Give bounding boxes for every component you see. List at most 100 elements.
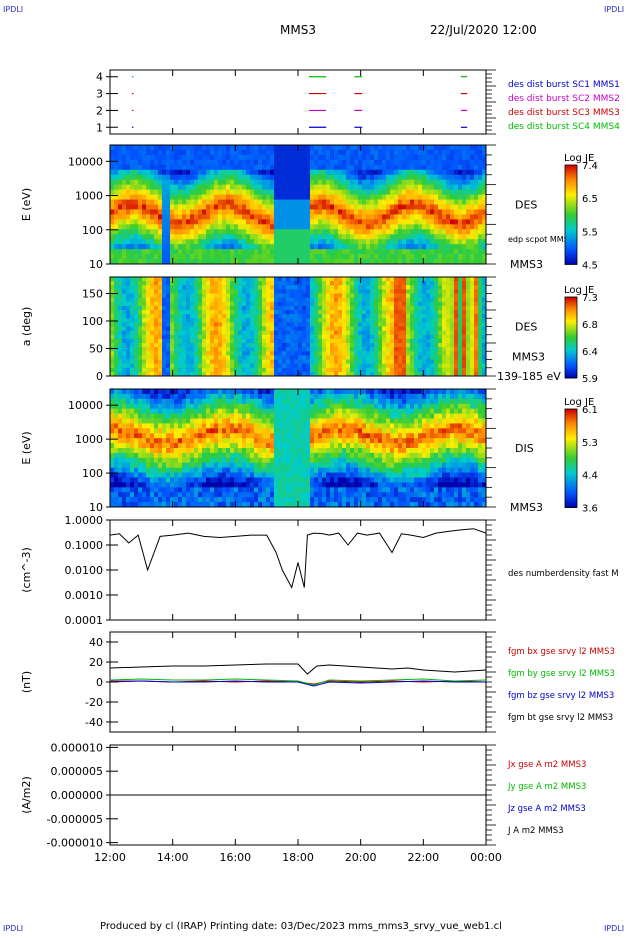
heatmap-cell xyxy=(438,351,443,356)
heatmap-cell xyxy=(142,165,147,170)
heatmap-cell xyxy=(286,190,291,195)
heatmap-cell xyxy=(382,190,387,195)
heatmap-cell xyxy=(446,190,451,195)
heatmap-cell xyxy=(462,355,467,360)
heatmap-cell xyxy=(122,302,127,307)
heatmap-cell xyxy=(166,322,171,327)
heatmap-cell xyxy=(450,229,455,234)
heatmap-cell xyxy=(134,428,139,433)
heatmap-cell xyxy=(354,209,359,214)
heatmap-cell xyxy=(214,302,219,307)
heatmap-cell xyxy=(170,351,175,356)
heatmap-cell xyxy=(278,298,283,303)
heatmap-cell xyxy=(286,310,291,315)
heatmap-cell xyxy=(202,364,207,369)
heatmap-cell xyxy=(306,289,311,294)
heatmap-cell xyxy=(250,281,255,286)
heatmap-cell xyxy=(198,155,203,160)
heatmap-cell xyxy=(154,318,159,323)
heatmap-cell xyxy=(354,327,359,332)
heatmap-cell xyxy=(226,234,231,239)
heatmap-cell xyxy=(226,155,231,160)
heatmap-cell xyxy=(438,145,443,150)
heatmap-cell xyxy=(414,302,419,307)
heatmap-cell xyxy=(314,339,319,344)
heatmap-cell xyxy=(210,234,215,239)
heatmap-cell xyxy=(274,205,279,210)
heatmap-cell xyxy=(214,314,219,319)
heatmap-cell xyxy=(146,478,151,483)
heatmap-cell xyxy=(474,205,479,210)
heatmap-cell xyxy=(194,347,199,352)
heatmap-cell xyxy=(178,249,183,254)
heatmap-cell xyxy=(118,423,123,428)
heatmap-cell xyxy=(418,195,423,200)
heatmap-cell xyxy=(154,239,159,244)
heatmap-cell xyxy=(146,224,151,229)
heatmap-cell xyxy=(142,239,147,244)
heatmap-cell xyxy=(134,219,139,224)
heatmap-cell xyxy=(458,294,463,299)
heatmap-cell xyxy=(426,327,431,332)
heatmap-cell xyxy=(426,170,431,175)
heatmap-cell xyxy=(338,322,343,327)
heatmap-cell xyxy=(386,175,391,180)
heatmap-cell xyxy=(306,339,311,344)
heatmap-cell xyxy=(162,314,167,319)
heatmap-cell xyxy=(282,351,287,356)
heatmap-cell xyxy=(222,360,227,365)
heatmap-cell xyxy=(126,331,131,336)
heatmap-cell xyxy=(246,302,251,307)
heatmap-cell xyxy=(466,145,471,150)
heatmap-cell xyxy=(278,331,283,336)
heatmap-cell xyxy=(358,239,363,244)
heatmap-cell xyxy=(238,364,243,369)
heatmap-cell xyxy=(162,150,167,155)
heatmap-cell xyxy=(294,364,299,369)
heatmap-cell xyxy=(430,145,435,150)
heatmap-cell xyxy=(122,180,127,185)
heatmap-cell xyxy=(322,180,327,185)
heatmap-cell xyxy=(450,254,455,259)
heatmap-cell xyxy=(146,200,151,205)
heatmap-cell xyxy=(242,229,247,234)
heatmap-cell xyxy=(242,214,247,219)
heatmap-cell xyxy=(314,360,319,365)
heatmap-cell xyxy=(474,347,479,352)
heatmap-cell xyxy=(166,254,171,259)
heatmap-cell xyxy=(158,314,163,319)
heatmap-cell xyxy=(354,289,359,294)
heatmap-cell xyxy=(418,209,423,214)
heatmap-cell xyxy=(270,234,275,239)
heatmap-cell xyxy=(262,368,267,373)
heatmap-cell xyxy=(158,360,163,365)
heatmap-cell xyxy=(278,150,283,155)
heatmap-cell xyxy=(294,155,299,160)
heatmap-cell xyxy=(314,331,319,336)
heatmap-cell xyxy=(450,331,455,336)
heatmap-cell xyxy=(402,298,407,303)
heatmap-cell xyxy=(318,294,323,299)
heatmap-cell xyxy=(134,145,139,150)
heatmap-cell xyxy=(218,306,223,311)
heatmap-cell xyxy=(278,200,283,205)
heatmap-cell xyxy=(298,327,303,332)
heatmap-cell xyxy=(206,165,211,170)
heatmap-cell xyxy=(126,180,131,185)
heatmap-cell xyxy=(150,150,155,155)
heatmap-cell xyxy=(182,145,187,150)
heatmap-cell xyxy=(142,302,147,307)
heatmap-cell xyxy=(478,318,483,323)
heatmap-cell xyxy=(162,347,167,352)
heatmap-cell xyxy=(410,277,415,282)
heatmap-cell xyxy=(250,351,255,356)
heatmap-cell xyxy=(290,185,295,190)
heatmap-cell xyxy=(466,364,471,369)
heatmap-cell xyxy=(250,249,255,254)
heatmap-cell xyxy=(362,239,367,244)
heatmap-cell xyxy=(118,497,123,502)
heatmap-cell xyxy=(378,289,383,294)
heatmap-cell xyxy=(182,150,187,155)
heatmap-cell xyxy=(342,214,347,219)
heatmap-cell xyxy=(354,185,359,190)
